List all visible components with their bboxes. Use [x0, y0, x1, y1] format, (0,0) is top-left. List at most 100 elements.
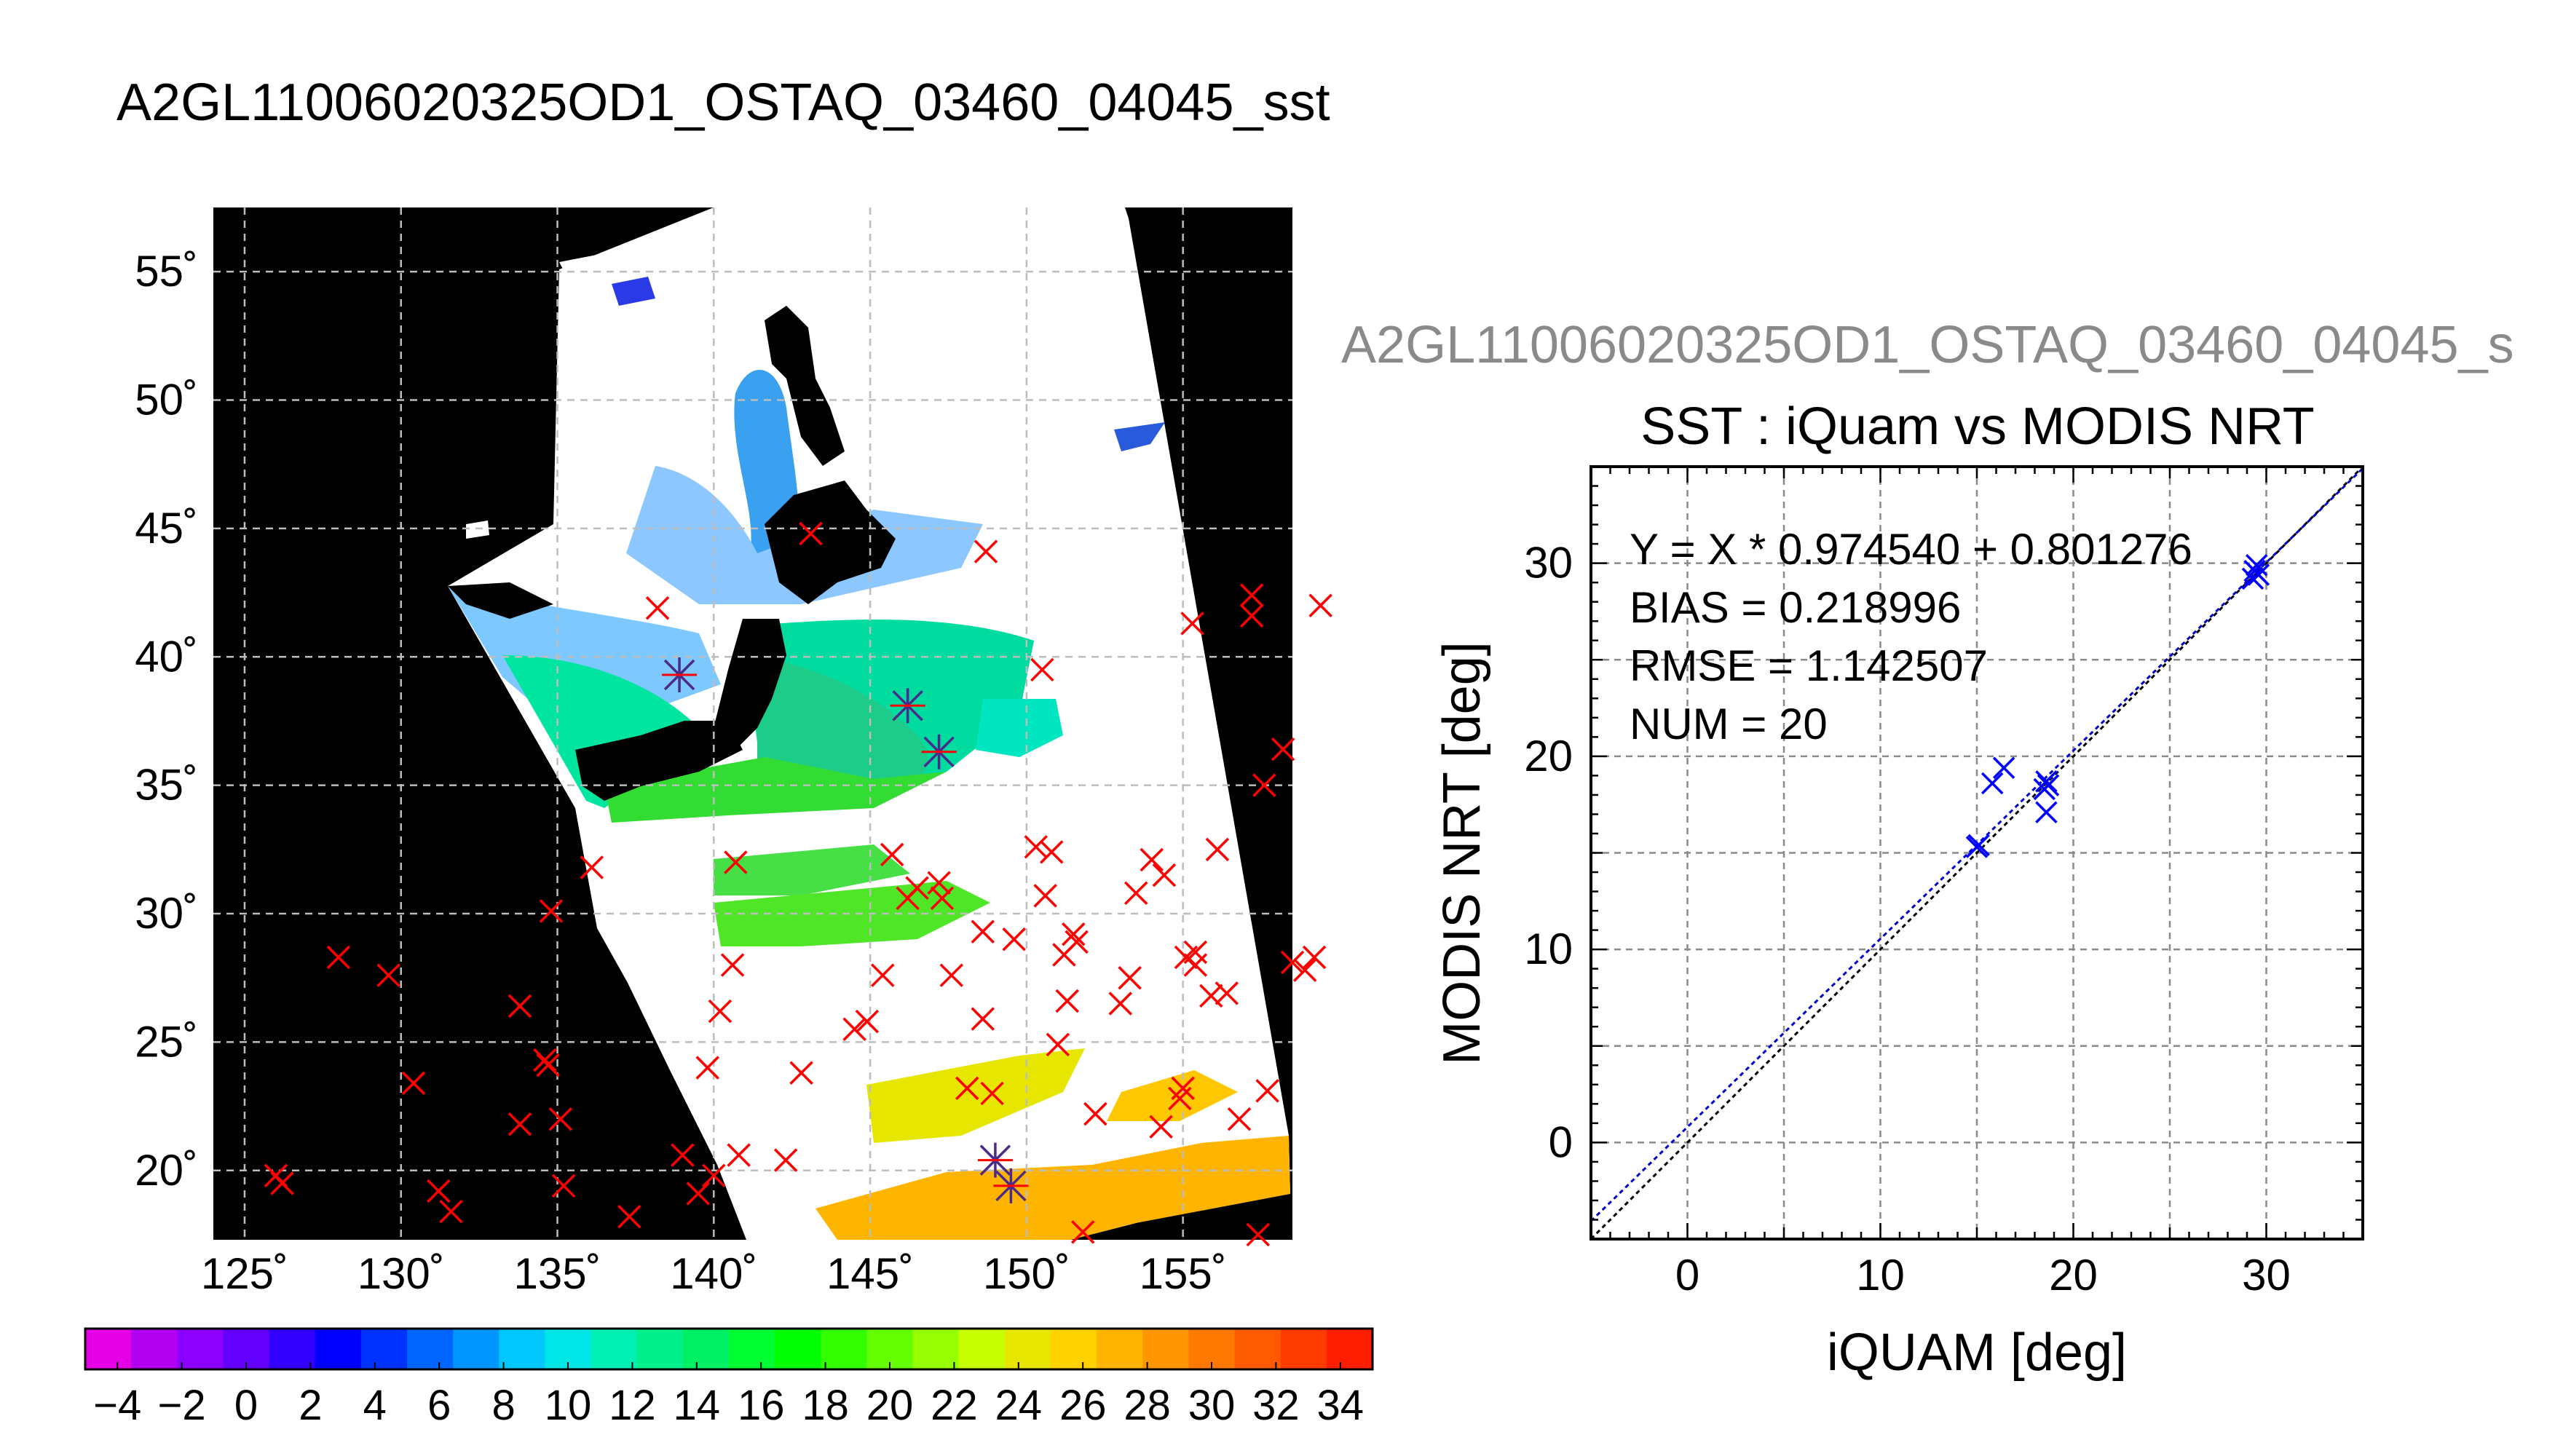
- sst-japan-sea-blue: [448, 586, 721, 721]
- colorbar-tick-label: 22: [931, 1382, 978, 1429]
- insitu-marker: [1152, 863, 1177, 887]
- insitu-marker: [536, 1053, 560, 1077]
- insitu-marker: [548, 1107, 573, 1131]
- insitu-marker: [1108, 992, 1132, 1016]
- map-gridlines: [213, 207, 1292, 1240]
- colorbar-tick-label: 34: [1317, 1382, 1365, 1429]
- sst-okhotsk-south: [626, 466, 983, 604]
- insitu-marker: [533, 1048, 557, 1072]
- scatter-stats: Y = X * 0.974540 + 0.801276 BIAS = 0.2189…: [1630, 525, 2192, 748]
- colorbar-tick-label: 12: [609, 1382, 656, 1429]
- insitu-marker: [974, 539, 998, 563]
- colorbar-swatches: [85, 1329, 1373, 1369]
- insitu-marker: [720, 953, 745, 977]
- sst-map: 125˚ 130˚ 135˚ 140˚ 145˚ 150˚ 155˚ 55˚ 50˚ 45˚ 40…: [135, 207, 1332, 1298]
- lat-tick-label: 40˚: [135, 632, 198, 681]
- colorbar-swatch: [682, 1329, 730, 1369]
- insitu-marker: [580, 855, 604, 879]
- lat-tick-label: 20˚: [135, 1146, 198, 1195]
- colorbar-swatch: [407, 1329, 454, 1369]
- scatter-point: [1967, 834, 1990, 857]
- land-korea-coast: [448, 582, 553, 619]
- colorbar-swatch: [177, 1329, 224, 1369]
- scatter-y-tick-label: 20: [1524, 732, 1573, 780]
- colorbar-swatch: [729, 1329, 775, 1369]
- colorbar-tick-label: 8: [491, 1382, 515, 1429]
- colorbar-swatch: [1142, 1329, 1190, 1369]
- scatter-point: [2247, 563, 2270, 586]
- lon-tick-label: 130˚: [358, 1249, 445, 1298]
- colorbar-tick-label: 14: [674, 1382, 721, 1429]
- insitu-marker: [724, 850, 748, 874]
- insitu-marker: [1055, 989, 1079, 1013]
- scatter-point: [1992, 756, 2015, 780]
- insitu-marker: [1062, 922, 1086, 946]
- colorbar-tick-labels: −4 −2 0 2 4 6 8 10 12 14 16 18 20 22 24 26 28 30 32 34: [93, 1362, 1364, 1429]
- insitu-marker: [508, 1112, 532, 1136]
- insitu-marker: [539, 899, 564, 923]
- scatter-x-tick-label: 20: [2049, 1251, 2098, 1299]
- insitu-marker: [1252, 773, 1276, 797]
- colorbar-tick-label: 26: [1059, 1382, 1107, 1429]
- colorbar-swatch: [1004, 1329, 1051, 1369]
- colorbar-swatch: [360, 1329, 408, 1369]
- colorbar-tick-label: −4: [93, 1382, 141, 1429]
- insitu-marker: [1302, 945, 1327, 970]
- insitu-marker: [930, 886, 955, 911]
- matchup-marker: [921, 734, 957, 769]
- lon-tick-label: 140˚: [670, 1249, 757, 1298]
- colorbar-tick-label: 0: [234, 1382, 258, 1429]
- insitu-marker: [1308, 593, 1332, 617]
- colorbar-swatch: [131, 1329, 178, 1369]
- cloud-north-east: [1114, 422, 1165, 451]
- colorbar-swatch: [1097, 1329, 1143, 1369]
- lon-tick-label: 145˚: [826, 1249, 914, 1298]
- scatter-stat-line: NUM = 20: [1630, 700, 1828, 748]
- scatter-stat-line: RMSE = 1.142507: [1630, 641, 1988, 690]
- colorbar-tick-label: 16: [738, 1382, 785, 1429]
- scatter-x-tick-label: 0: [1675, 1251, 1699, 1299]
- insitu-marker: [1024, 835, 1048, 859]
- colorbar-swatch: [958, 1329, 1006, 1369]
- insitu-marker: [1246, 1222, 1270, 1247]
- colorbar-tick-label: 18: [802, 1382, 849, 1429]
- insitu-marker: [880, 842, 904, 867]
- matchup-markers: [662, 657, 1029, 1203]
- scatter-point: [2035, 770, 2058, 793]
- colorbar-tick-label: 10: [545, 1382, 592, 1429]
- insitu-marker: [508, 994, 532, 1018]
- matchup-marker: [977, 1142, 1013, 1178]
- matchup-marker: [662, 657, 698, 692]
- colorbar-swatch: [775, 1329, 821, 1369]
- insitu-marker: [645, 596, 670, 620]
- insitu-marker: [1292, 958, 1317, 982]
- insitu-marker: [376, 963, 400, 987]
- colorbar-tick-label: 32: [1252, 1382, 1300, 1429]
- insitu-marker: [1118, 965, 1142, 990]
- colorbar-tick-label: 4: [363, 1382, 387, 1429]
- insitu-marker: [842, 1017, 866, 1041]
- sst-subtropical-band-2: [714, 881, 990, 946]
- insitu-marker: [551, 1174, 576, 1198]
- scatter-y-ticks: 0 10 20 30: [1524, 539, 1573, 1167]
- colorbar-swatch: [499, 1329, 546, 1369]
- colorbar-swatch: [591, 1329, 638, 1369]
- scatter-x-tick-label: 10: [1856, 1251, 1905, 1299]
- insitu-marker: [971, 919, 995, 943]
- insitu-marker: [855, 1009, 880, 1034]
- insitu-marker: [671, 1143, 695, 1167]
- scatter-y-tick-label: 30: [1524, 539, 1573, 587]
- matchup-marker: [993, 1168, 1029, 1203]
- scatter-point: [2037, 774, 2060, 796]
- scatter-x-tick-label: 30: [2242, 1251, 2291, 1299]
- colorbar-tick-label: 2: [299, 1382, 322, 1429]
- lat-tick-label: 30˚: [135, 889, 198, 938]
- lon-tick-label: 135˚: [513, 1249, 601, 1298]
- colorbar-swatch: [912, 1329, 960, 1369]
- colorbar-swatch: [269, 1329, 316, 1369]
- scatter-frame: [1590, 465, 2364, 1241]
- colorbar-swatch: [315, 1329, 362, 1369]
- insitu-marker: [617, 1205, 641, 1229]
- main-title: A2GL11006020325OD1_OSTAQ_03460_04045_sst: [117, 74, 1330, 132]
